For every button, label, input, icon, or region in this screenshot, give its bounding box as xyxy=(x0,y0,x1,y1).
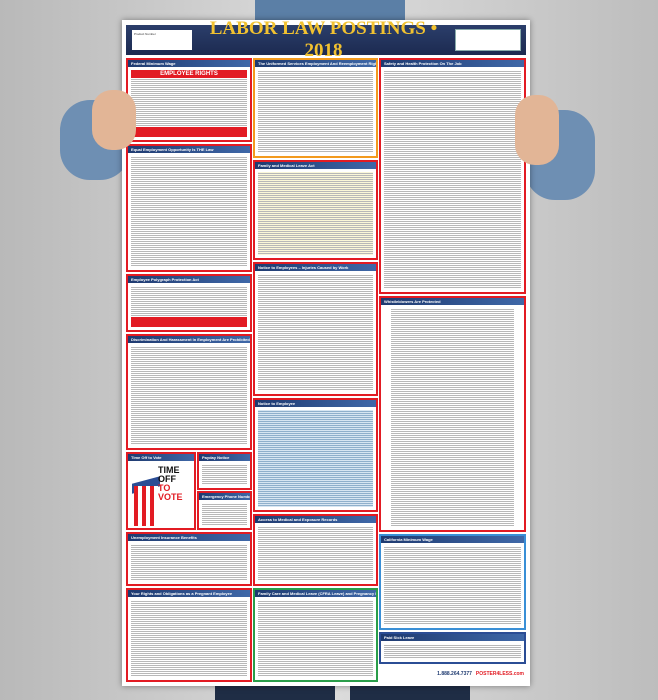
panel-title: Family Care and Medical Leave (CFRA Leav… xyxy=(255,590,376,597)
panel-discrimination: Discrimination And Harassment In Employm… xyxy=(126,334,252,450)
panel-notice-employee: Notice to Employee xyxy=(253,398,378,512)
panel-title: Family and Medical Leave Act xyxy=(255,162,376,169)
employee-rights-band: EMPLOYEE RIGHTS xyxy=(131,70,247,78)
panel-safety: Safety and Health Protection On The Job xyxy=(379,58,526,294)
poster-title: LABOR LAW POSTINGS • 2018 xyxy=(209,18,438,61)
panel-access-records: Access to Medical and Exposure Records xyxy=(253,514,378,586)
panel-unemployment: Unemployment Insurance Benefits xyxy=(126,532,252,586)
panel-title: Notice to Employee xyxy=(255,400,376,407)
panel-title: Payday Notice xyxy=(199,454,250,461)
qr-code: Product Number xyxy=(132,30,192,50)
labor-law-poster: Product Number LABOR LAW POSTINGS • 2018… xyxy=(122,18,530,686)
panel-title: Federal Minimum Wage xyxy=(128,60,250,67)
panel-title: Time Off to Vote xyxy=(128,454,194,461)
to-vote-text: TO VOTE xyxy=(158,483,183,502)
vote-graphic: TIME OFF TO VOTE xyxy=(132,464,194,528)
time-off-text: TIME OFF xyxy=(158,465,180,484)
panel-emergency: Emergency Phone Numbers xyxy=(197,491,252,530)
panel-title: California Minimum Wage xyxy=(381,536,524,543)
panel-time-off-vote: Time Off to Vote TIME OFF TO VOTE xyxy=(126,452,196,530)
panel-title: Whistleblowers Are Protected xyxy=(381,298,524,305)
poster-footer: 1.888.264.7377 POSTER4LESS.com xyxy=(374,666,524,682)
panel-title: Your Rights and Obligations as a Pregnan… xyxy=(128,590,250,597)
panel-injuries: Notice to Employees – Injuries Caused by… xyxy=(253,262,378,396)
panel-eeo: Equal Employment Opportunity Is THE Law xyxy=(126,144,252,272)
brand-logo: POSTER4LESS.com xyxy=(475,671,524,677)
footer-band xyxy=(131,127,247,137)
flag-stripes xyxy=(134,486,158,526)
panel-fmla: Family and Medical Leave Act xyxy=(253,160,378,260)
panel-title: Discrimination And Harassment In Employm… xyxy=(128,336,250,343)
panel-cfra: Family Care and Medical Leave (CFRA Leav… xyxy=(253,588,378,682)
left-hand xyxy=(92,90,136,150)
jeans-left xyxy=(215,684,335,700)
panel-title: Paid Sick Leave xyxy=(381,634,524,641)
panel-title: Unemployment Insurance Benefits xyxy=(128,534,250,541)
right-hand xyxy=(515,95,559,165)
jeans-right xyxy=(350,684,470,700)
phone-number: 1.888.264.7377 xyxy=(437,671,472,677)
panel-title: Emergency Phone Numbers xyxy=(199,493,250,500)
panel-whistleblower: Whistleblowers Are Protected xyxy=(379,296,526,532)
panel-title: Equal Employment Opportunity Is THE Law xyxy=(128,146,250,153)
panel-title: Safety and Health Protection On The Job xyxy=(381,60,524,67)
panel-userra: The Uniformed Services Employment And Re… xyxy=(253,58,378,158)
poster-header: Product Number LABOR LAW POSTINGS • 2018 xyxy=(126,18,526,61)
panel-title: The Uniformed Services Employment And Re… xyxy=(255,60,376,67)
panel-ca-min-wage: California Minimum Wage xyxy=(379,534,526,630)
panel-title: Access to Medical and Exposure Records xyxy=(255,516,376,523)
panel-pregnant: Your Rights and Obligations as a Pregnan… xyxy=(126,588,252,682)
panel-title: Notice to Employees – Injuries Caused by… xyxy=(255,264,376,271)
panel-title: Employee Polygraph Protection Act xyxy=(128,276,250,283)
panel-polygraph: Employee Polygraph Protection Act xyxy=(126,274,252,332)
panel-payday: Payday Notice xyxy=(197,452,252,490)
footer-band xyxy=(131,317,247,327)
color-legend xyxy=(455,29,521,51)
panel-federal-min-wage: Federal Minimum Wage EMPLOYEE RIGHTS xyxy=(126,58,252,142)
panel-sick-leave: Paid Sick Leave xyxy=(379,632,526,664)
